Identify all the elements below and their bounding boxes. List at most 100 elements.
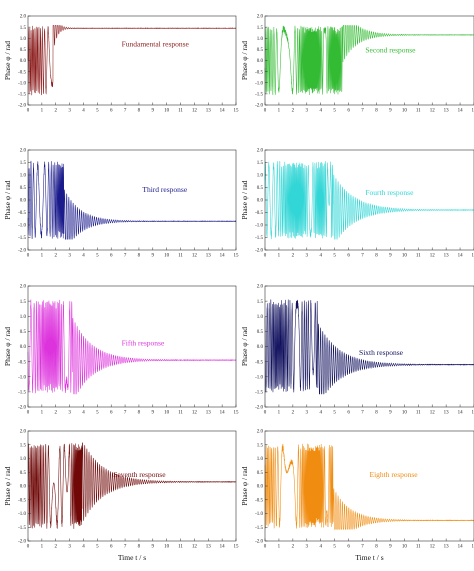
x-tick-label: 6 <box>347 254 350 259</box>
y-axis-title: Phase φ / rad <box>3 41 12 80</box>
y-tick-label: -1.5 <box>18 526 26 531</box>
y-tick-label: 2.0 <box>257 15 264 20</box>
x-tick-label: 3 <box>68 254 71 259</box>
x-tick-label: 4 <box>82 109 85 114</box>
x-axis-title: Time t / s <box>118 553 146 562</box>
y-tick-label: 1.5 <box>257 300 264 305</box>
x-tick-label: 5 <box>96 254 99 259</box>
y-tick-label: -0.5 <box>18 211 26 216</box>
x-tick-label: 6 <box>110 545 113 550</box>
x-tick-label: 7 <box>361 411 364 416</box>
y-tick-label: 0.5 <box>257 48 264 53</box>
x-tick-label: 1 <box>41 545 44 550</box>
y-tick-label: -0.5 <box>255 70 263 75</box>
x-tick-label: 14 <box>220 411 226 416</box>
y-tick-label: 0.0 <box>20 59 27 64</box>
x-tick-label: 4 <box>319 254 322 259</box>
x-tick-label: 15 <box>472 545 474 550</box>
y-tick-label: 1.0 <box>20 174 27 179</box>
x-tick-label: 0 <box>264 545 267 550</box>
y-tick-label: -1.5 <box>18 391 26 396</box>
chart-panel-bottom-right: 2.01.51.00.50.0-0.5-1.0-1.5-2.00 1 2 3 4 5 6 7 8… <box>240 430 474 562</box>
x-tick-label: 9 <box>152 411 155 416</box>
x-tick-label: 14 <box>458 254 464 259</box>
x-tick-label: 10 <box>402 109 408 114</box>
x-tick-label: 12 <box>192 254 198 259</box>
y-tick-label: 1.5 <box>257 26 264 31</box>
x-tick-label: 12 <box>192 109 198 114</box>
chart-panel-top-left: 2.01.51.00.50.0-0.5-1.0-1.5-2.00 1 2 3 4 5 6 7 8… <box>3 15 239 114</box>
y-tick-label: -1.5 <box>255 391 263 396</box>
x-tick-label: 11 <box>178 109 183 114</box>
x-tick-label: 9 <box>389 545 392 550</box>
y-tick-label: 2.0 <box>257 285 264 290</box>
x-tick-label: 15 <box>472 254 474 259</box>
y-axis-title: Phase φ / rad <box>240 180 249 219</box>
x-tick-label: 11 <box>416 545 421 550</box>
y-tick-label: 0.0 <box>257 59 264 64</box>
response-annotation: Seventh response <box>113 470 166 479</box>
x-tick-label: 13 <box>206 109 212 114</box>
series-line <box>264 161 474 240</box>
x-tick-label: 13 <box>444 411 450 416</box>
x-tick-label: 1 <box>41 411 44 416</box>
x-tick-label: 12 <box>430 254 436 259</box>
x-tick-label: 6 <box>110 109 113 114</box>
y-tick-label: 1.0 <box>20 457 27 462</box>
y-axis-title: Phase φ / rad <box>3 180 12 219</box>
x-tick-label: 0 <box>27 254 30 259</box>
x-tick-label: 12 <box>192 411 198 416</box>
chart-panel-bottom-left: 2.01.51.00.50.0-0.5-1.0-1.5-2.00 1 2 3 4 5 6 7 8… <box>3 430 239 562</box>
x-tick-label: 12 <box>430 545 436 550</box>
x-tick-label: 15 <box>234 545 240 550</box>
x-tick-label: 5 <box>96 109 99 114</box>
response-annotation: Fourth response <box>365 188 414 197</box>
series-line <box>27 160 237 240</box>
x-tick-label: 7 <box>124 411 127 416</box>
x-tick-label: 13 <box>444 109 450 114</box>
y-tick-label: -1.5 <box>18 236 26 241</box>
y-tick-label: -0.5 <box>18 70 26 75</box>
x-tick-label: 8 <box>375 254 378 259</box>
y-tick-label: -0.5 <box>255 360 263 365</box>
x-tick-label: 0 <box>264 109 267 114</box>
x-tick-label: 14 <box>458 109 464 114</box>
x-tick-label: 11 <box>416 109 421 114</box>
x-tick-label: 13 <box>206 545 212 550</box>
y-tick-label: 0.5 <box>20 330 27 335</box>
y-tick-label: 0.0 <box>257 485 264 490</box>
x-tick-label: 1 <box>278 254 281 259</box>
y-tick-label: -1.0 <box>255 512 263 517</box>
response-annotation: Third response <box>142 185 187 194</box>
y-tick-label: 0.5 <box>257 186 264 191</box>
x-tick-label: 2 <box>54 545 57 550</box>
x-tick-label: 7 <box>361 109 364 114</box>
x-tick-label: 3 <box>68 545 71 550</box>
y-tick-label: 1.5 <box>257 443 264 448</box>
y-axis-title: Phase φ / rad <box>3 466 12 505</box>
y-tick-label: -1.0 <box>255 224 263 229</box>
x-tick-label: 11 <box>416 254 421 259</box>
x-tick-label: 0 <box>27 411 30 416</box>
x-tick-label: 3 <box>68 411 71 416</box>
x-tick-label: 4 <box>82 545 85 550</box>
x-tick-label: 10 <box>164 109 170 114</box>
x-tick-label: 0 <box>264 254 267 259</box>
x-tick-label: 14 <box>458 411 464 416</box>
y-tick-label: -1.5 <box>255 236 263 241</box>
y-tick-label: 0.5 <box>257 330 264 335</box>
y-tick-label: 1.5 <box>20 161 27 166</box>
x-tick-label: 15 <box>234 109 240 114</box>
series-line <box>264 443 474 530</box>
x-tick-label: 5 <box>333 545 336 550</box>
x-tick-label: 15 <box>472 109 474 114</box>
x-tick-label: 9 <box>152 254 155 259</box>
x-tick-label: 3 <box>68 109 71 114</box>
x-tick-label: 2 <box>292 109 295 114</box>
x-tick-label: 11 <box>178 545 183 550</box>
x-tick-label: 1 <box>278 545 281 550</box>
x-tick-label: 8 <box>375 109 378 114</box>
y-tick-label: 0.5 <box>20 48 27 53</box>
x-tick-label: 9 <box>389 109 392 114</box>
